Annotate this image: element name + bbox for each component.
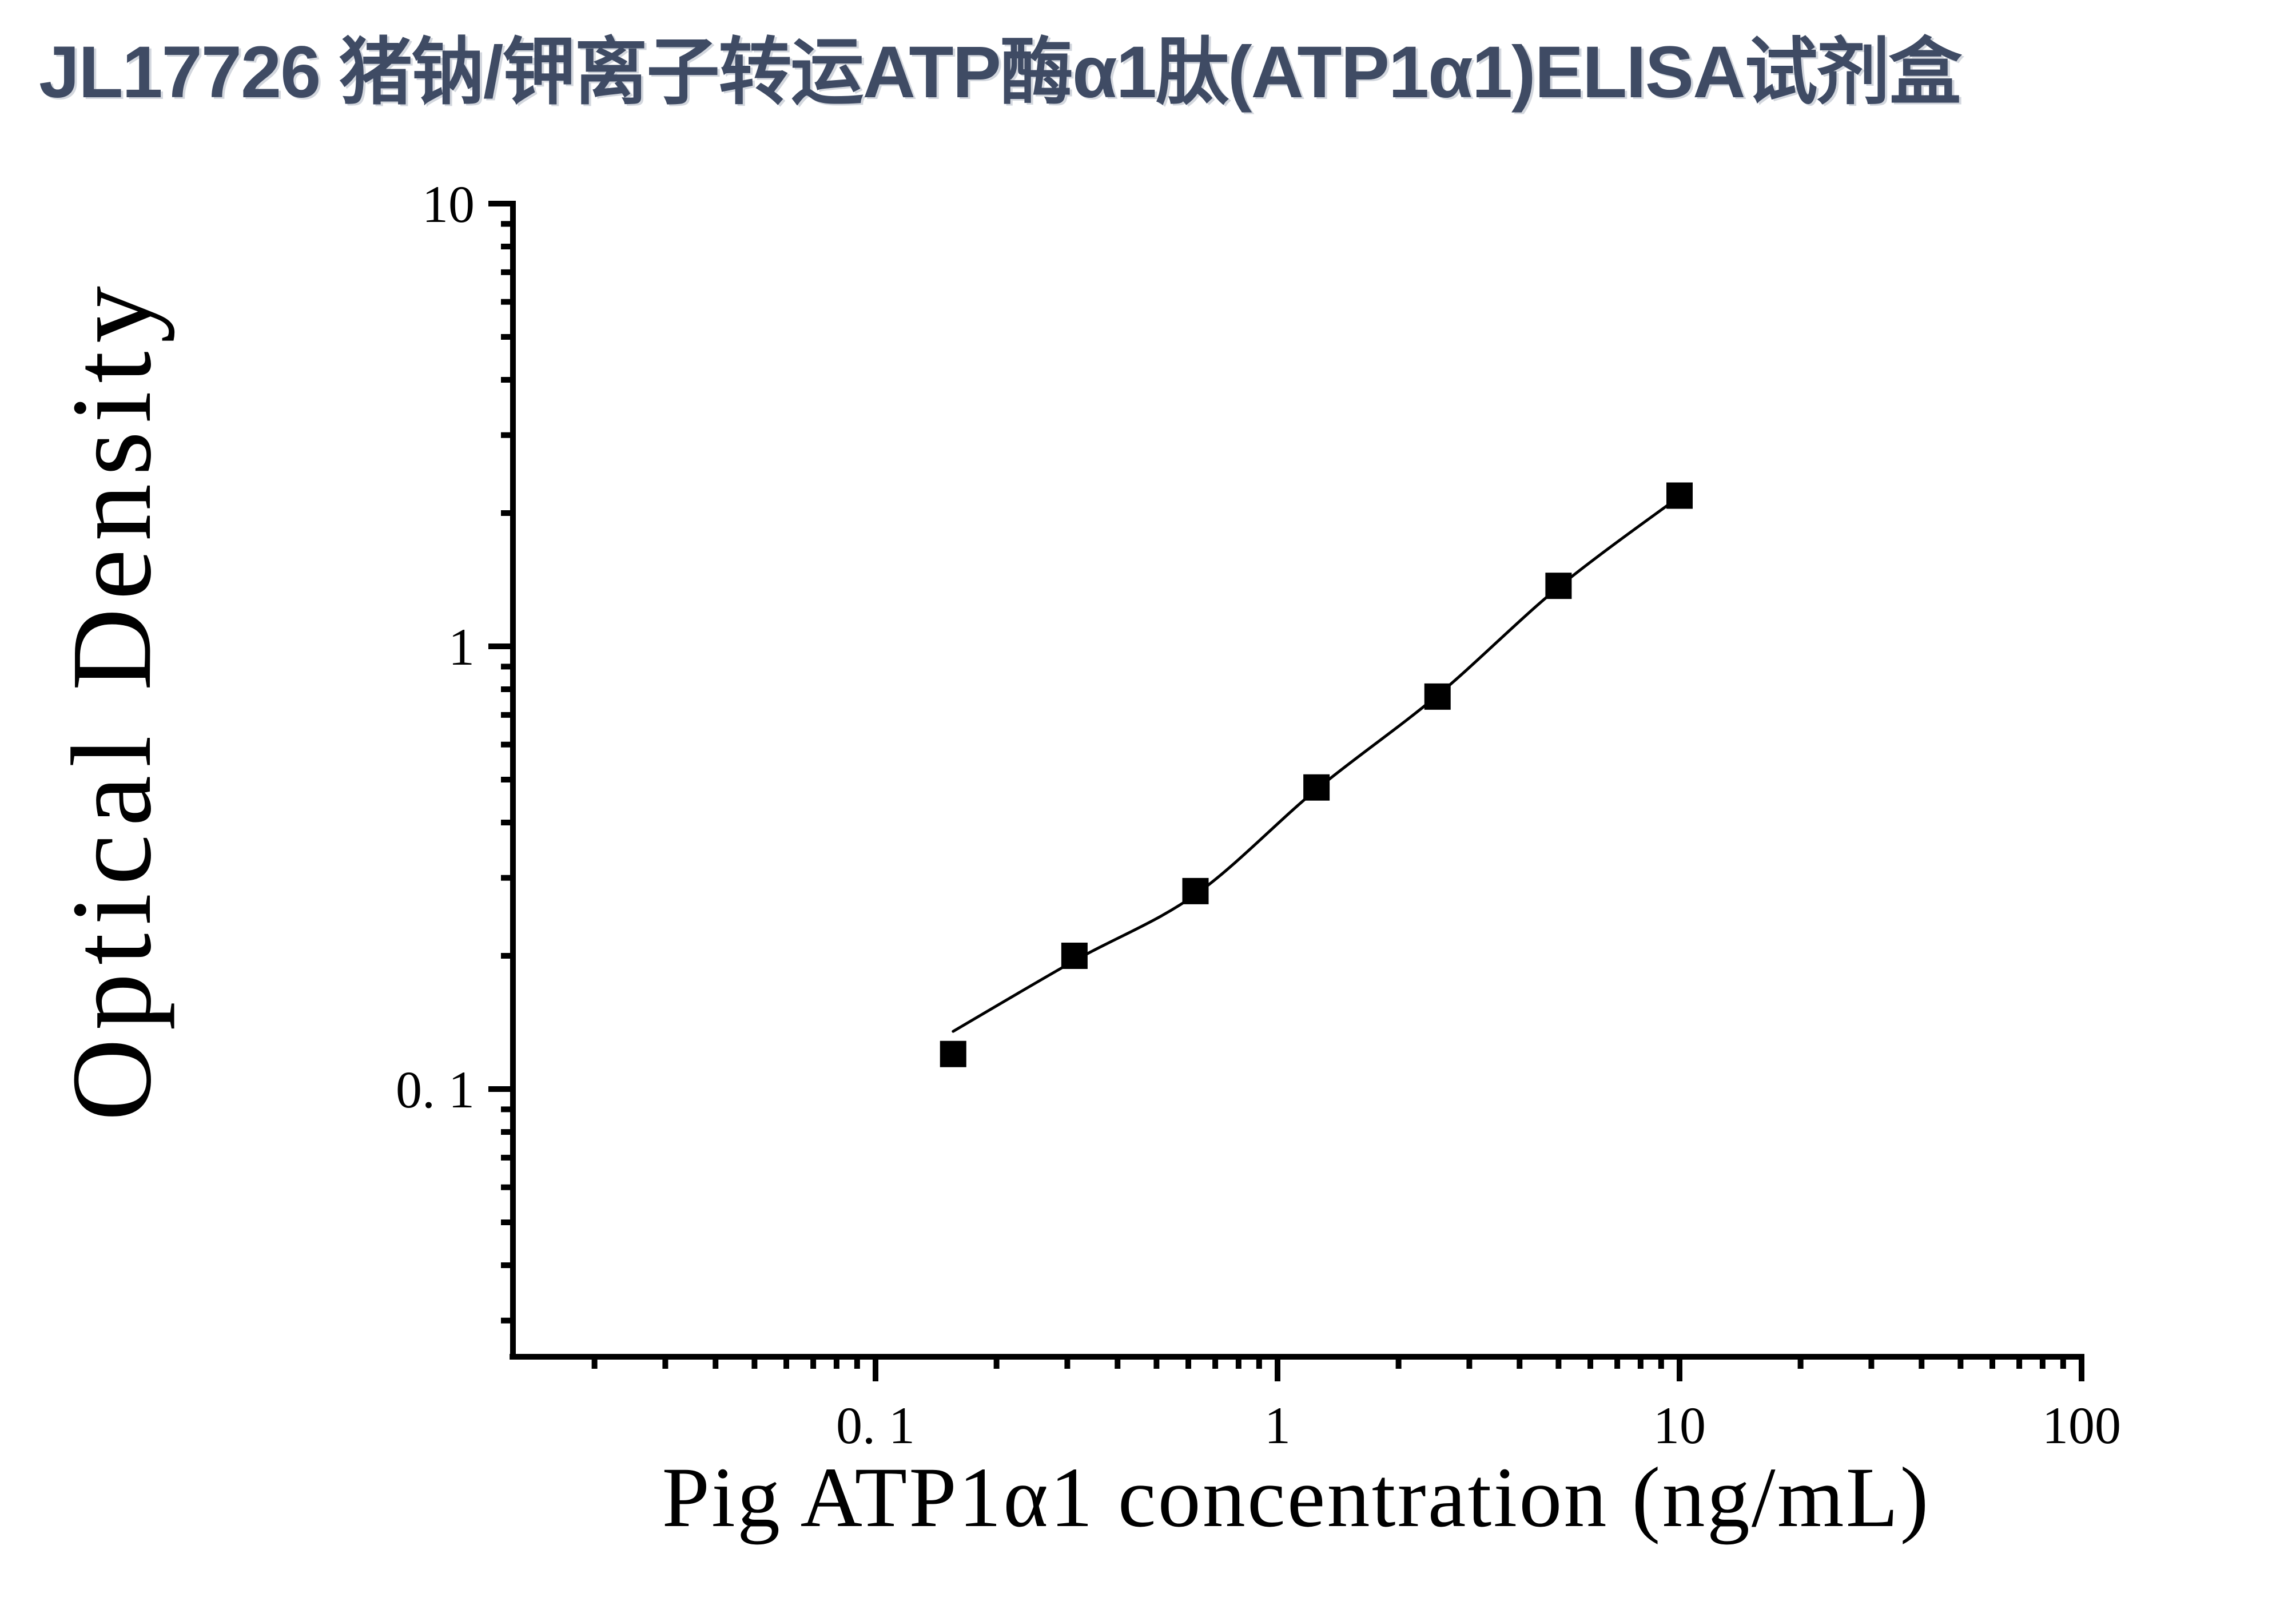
x-tick-label: 100 [2042, 1396, 2121, 1455]
data-point-marker [940, 1040, 966, 1067]
x-tick-label: 1 [1264, 1396, 1291, 1455]
data-point-marker [1303, 774, 1330, 801]
x-tick-label: 10 [1653, 1396, 1706, 1455]
y-tick-label: 10 [422, 175, 475, 233]
x-tick-label: 0. 1 [836, 1396, 915, 1455]
data-point-marker [1182, 877, 1209, 904]
x-axis-title: Pig ATP1α1 concentration (ng/mL) [662, 1450, 1929, 1545]
data-point-marker [1424, 683, 1451, 710]
data-point-marker [1061, 943, 1088, 970]
y-axis-title: Optical Density [49, 286, 175, 1121]
data-point-marker [1545, 573, 1572, 599]
y-tick-label: 1 [448, 618, 475, 676]
data-point-marker [1666, 482, 1693, 509]
page-title: JL17726 猪钠/钾离子转运ATP酶α1肽(ATP1α1)ELISA试剂盒 [39, 31, 1962, 113]
y-tick-label: 0. 1 [396, 1060, 475, 1119]
